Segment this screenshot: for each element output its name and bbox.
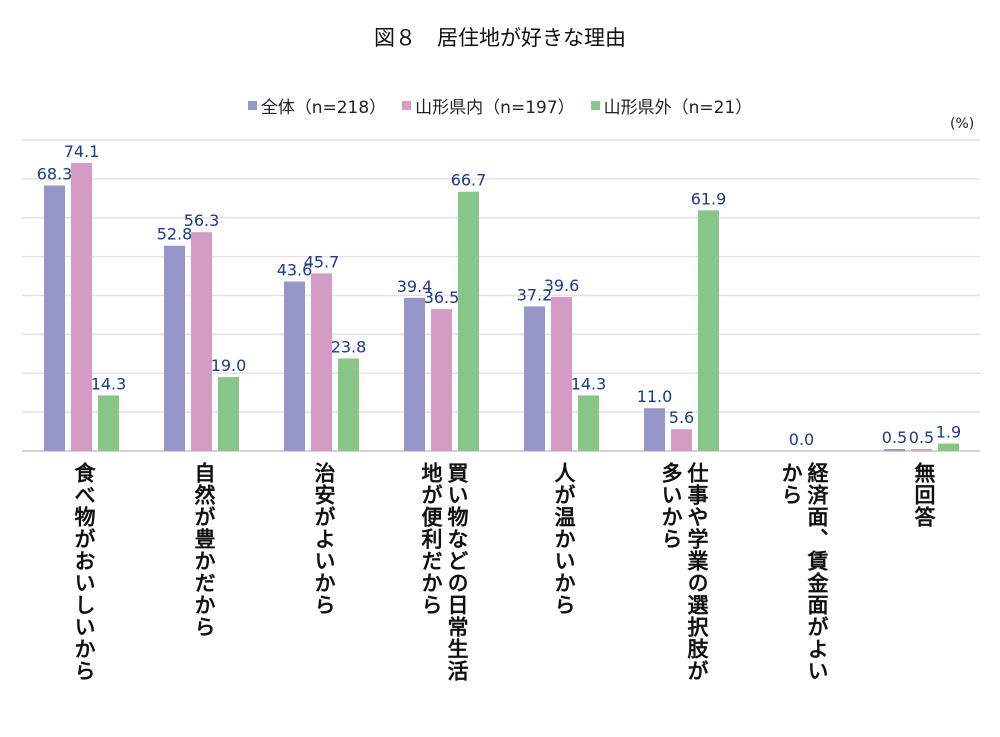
legend-label: 山形県外（n=21） <box>603 98 753 118</box>
data-label: 56.3 <box>184 211 220 230</box>
legend-swatch <box>590 101 600 110</box>
data-label: 0.5 <box>909 428 934 447</box>
category-label: 治安がよいから <box>312 462 336 616</box>
bar <box>698 210 719 451</box>
category-label: 人が温かいから <box>552 462 576 616</box>
data-label: 43.6 <box>277 261 313 280</box>
data-label: 74.1 <box>64 142 100 161</box>
legend-label: 全体（n=218） <box>260 98 387 118</box>
data-label: 66.7 <box>451 171 487 190</box>
bar <box>218 377 239 451</box>
data-label: 52.8 <box>157 225 193 244</box>
category-label: 自然が豊かだから <box>192 462 216 638</box>
bar <box>551 297 572 451</box>
data-label: 23.8 <box>331 337 367 356</box>
category-label: 食べ物がおいしいから <box>72 462 96 682</box>
data-label: 68.3 <box>37 164 73 183</box>
bar <box>404 297 425 451</box>
legend-swatch <box>402 101 412 110</box>
bar <box>644 408 665 451</box>
bar <box>911 449 932 451</box>
category-label: 仕事や学業の選択肢が 多いから <box>659 462 709 682</box>
data-label: 5.6 <box>669 408 694 427</box>
bar <box>671 429 692 451</box>
legend-label: 山形県内（n=197） <box>415 98 575 118</box>
bar <box>431 309 452 451</box>
legend-item: 山形県外（n=21） <box>590 93 753 118</box>
unit-label: (%) <box>950 116 975 132</box>
bar <box>884 449 905 451</box>
chart-title: 図８ 居住地が好きな理由 <box>374 26 626 50</box>
data-label: 1.9 <box>936 423 961 442</box>
bar <box>71 162 92 451</box>
bar <box>284 281 305 451</box>
bar <box>164 245 185 451</box>
data-label: 36.5 <box>424 288 460 307</box>
data-label: 0.5 <box>882 428 907 447</box>
bar <box>44 185 65 451</box>
data-label: 61.9 <box>691 189 727 208</box>
data-label: 39.4 <box>397 277 433 296</box>
data-label: 19.0 <box>211 356 247 375</box>
data-label: 0.0 <box>789 430 814 449</box>
category-label: 経済面、賃金面がよい から <box>779 462 829 682</box>
bar <box>524 306 545 451</box>
legend-item: 全体（n=218） <box>247 93 387 118</box>
data-label: 37.2 <box>517 285 553 304</box>
data-label: 14.3 <box>91 374 127 393</box>
bar <box>338 358 359 451</box>
bar <box>311 273 332 451</box>
bar <box>578 395 599 451</box>
legend: 全体（n=218） 山形県内（n=197） 山形県外（n=21） <box>0 93 1000 118</box>
bar <box>458 191 479 452</box>
bar <box>98 395 119 451</box>
legend-swatch <box>247 101 257 110</box>
bar <box>191 232 212 451</box>
legend-item: 山形県内（n=197） <box>402 93 575 118</box>
category-label: 買い物などの日常生活 地が便利だから <box>419 462 469 682</box>
data-label: 14.3 <box>571 374 607 393</box>
data-label: 45.7 <box>304 252 340 271</box>
bar <box>938 443 959 451</box>
data-label: 39.6 <box>544 276 580 295</box>
category-label: 無回答 <box>912 462 936 528</box>
data-label: 11.0 <box>637 387 673 406</box>
